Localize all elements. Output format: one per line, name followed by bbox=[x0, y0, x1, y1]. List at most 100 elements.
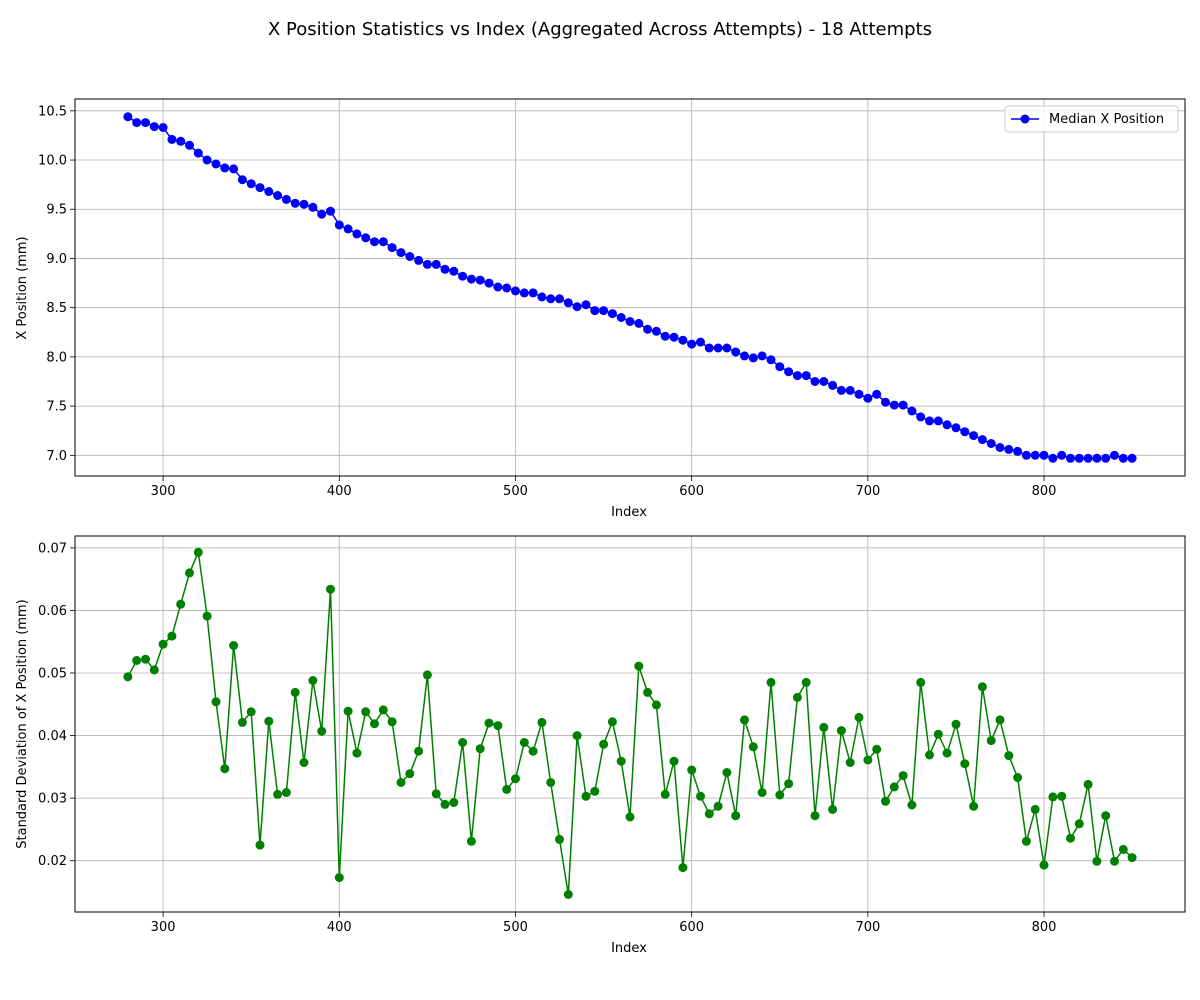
data-point bbox=[748, 353, 758, 363]
data-point bbox=[352, 748, 362, 758]
data-point bbox=[290, 198, 300, 208]
data-point bbox=[828, 804, 838, 814]
data-point bbox=[484, 278, 494, 288]
data-point bbox=[863, 755, 873, 765]
data-point bbox=[651, 700, 661, 710]
data-point bbox=[519, 738, 529, 747]
data-point bbox=[511, 774, 520, 784]
figure-title: X Position Statistics vs Index (Aggregat… bbox=[268, 19, 932, 40]
data-point bbox=[555, 834, 564, 844]
legend-marker bbox=[1020, 114, 1030, 124]
data-point bbox=[581, 300, 591, 310]
data-point bbox=[669, 332, 679, 342]
data-point bbox=[1083, 453, 1093, 463]
data-point bbox=[422, 259, 432, 269]
data-point bbox=[810, 377, 820, 386]
data-point bbox=[422, 670, 432, 680]
data-point bbox=[889, 400, 899, 410]
data-point bbox=[237, 717, 247, 727]
data-point bbox=[634, 318, 644, 328]
data-point bbox=[555, 294, 564, 304]
data-point bbox=[713, 343, 723, 353]
data-point bbox=[317, 726, 327, 736]
data-point bbox=[590, 786, 600, 796]
data-point bbox=[819, 722, 829, 732]
x-tick-label: 500 bbox=[503, 920, 528, 935]
x-tick-label: 500 bbox=[503, 484, 528, 499]
data-point bbox=[141, 654, 150, 664]
data-point bbox=[343, 224, 353, 234]
median-chart: 300 400 500 600 700 800 7.0 7.5 8.0 8.5 9.0 9.5 10.0… bbox=[15, 98, 1186, 520]
data-point bbox=[1039, 860, 1049, 870]
data-point bbox=[1030, 804, 1040, 814]
data-point bbox=[1101, 811, 1111, 821]
data-point bbox=[493, 721, 503, 731]
y-tick-label: 9.0 bbox=[46, 252, 67, 267]
y-tick-label: 0.03 bbox=[38, 792, 67, 807]
data-point bbox=[396, 778, 406, 787]
data-point bbox=[660, 789, 670, 799]
data-point bbox=[845, 385, 855, 395]
data-point bbox=[255, 840, 265, 850]
data-point bbox=[704, 343, 714, 353]
data-point bbox=[678, 335, 688, 345]
data-point bbox=[299, 758, 309, 767]
y-tick-label: 8.0 bbox=[46, 350, 67, 365]
data-point bbox=[969, 801, 979, 811]
legend: Median X Position bbox=[1004, 105, 1179, 133]
data-point bbox=[1110, 450, 1119, 460]
data-point bbox=[1127, 453, 1137, 463]
data-point bbox=[1092, 856, 1102, 866]
data-point bbox=[519, 288, 529, 298]
data-point bbox=[775, 362, 785, 372]
data-point bbox=[960, 427, 970, 437]
y-tick-label: 0.02 bbox=[38, 854, 67, 869]
data-point bbox=[696, 337, 705, 347]
data-point bbox=[334, 220, 344, 230]
data-point bbox=[202, 611, 212, 621]
data-point bbox=[220, 764, 230, 774]
data-point bbox=[185, 568, 194, 578]
median-chart-grid bbox=[75, 99, 1185, 476]
y-tick-label: 7.5 bbox=[46, 400, 67, 415]
data-point bbox=[308, 676, 318, 685]
data-point bbox=[969, 431, 979, 441]
data-point bbox=[246, 707, 256, 717]
data-point bbox=[290, 687, 300, 697]
data-point bbox=[1083, 779, 1093, 789]
data-point bbox=[1013, 773, 1023, 782]
data-point bbox=[775, 790, 785, 800]
data-point bbox=[387, 717, 397, 727]
data-point bbox=[810, 811, 820, 821]
x-tick-label: 700 bbox=[855, 484, 880, 499]
data-point bbox=[1066, 453, 1075, 463]
data-point bbox=[1030, 450, 1040, 460]
data-point bbox=[704, 809, 714, 819]
data-point bbox=[986, 736, 996, 746]
data-point bbox=[1110, 856, 1119, 866]
data-point bbox=[1127, 853, 1137, 863]
data-point bbox=[687, 765, 697, 775]
data-point bbox=[643, 687, 653, 697]
data-point bbox=[440, 799, 450, 809]
stddev-chart-grid bbox=[75, 536, 1185, 912]
data-point bbox=[907, 800, 917, 810]
x-tick-label: 600 bbox=[679, 920, 704, 935]
data-point bbox=[977, 682, 987, 692]
data-point bbox=[916, 412, 926, 422]
data-point bbox=[528, 746, 538, 756]
x-tick-label: 800 bbox=[1032, 484, 1057, 499]
stddev-chart-frame bbox=[74, 535, 1186, 913]
x-tick-label: 300 bbox=[151, 920, 176, 935]
data-point bbox=[466, 836, 476, 846]
data-point bbox=[995, 443, 1005, 452]
data-point bbox=[273, 789, 283, 799]
data-point bbox=[264, 187, 274, 196]
data-point bbox=[405, 252, 415, 261]
y-tick-label: 7.0 bbox=[46, 449, 67, 464]
y-tick-label: 8.5 bbox=[46, 301, 67, 316]
data-point bbox=[731, 347, 741, 357]
data-point bbox=[493, 282, 503, 292]
data-point bbox=[396, 248, 406, 258]
